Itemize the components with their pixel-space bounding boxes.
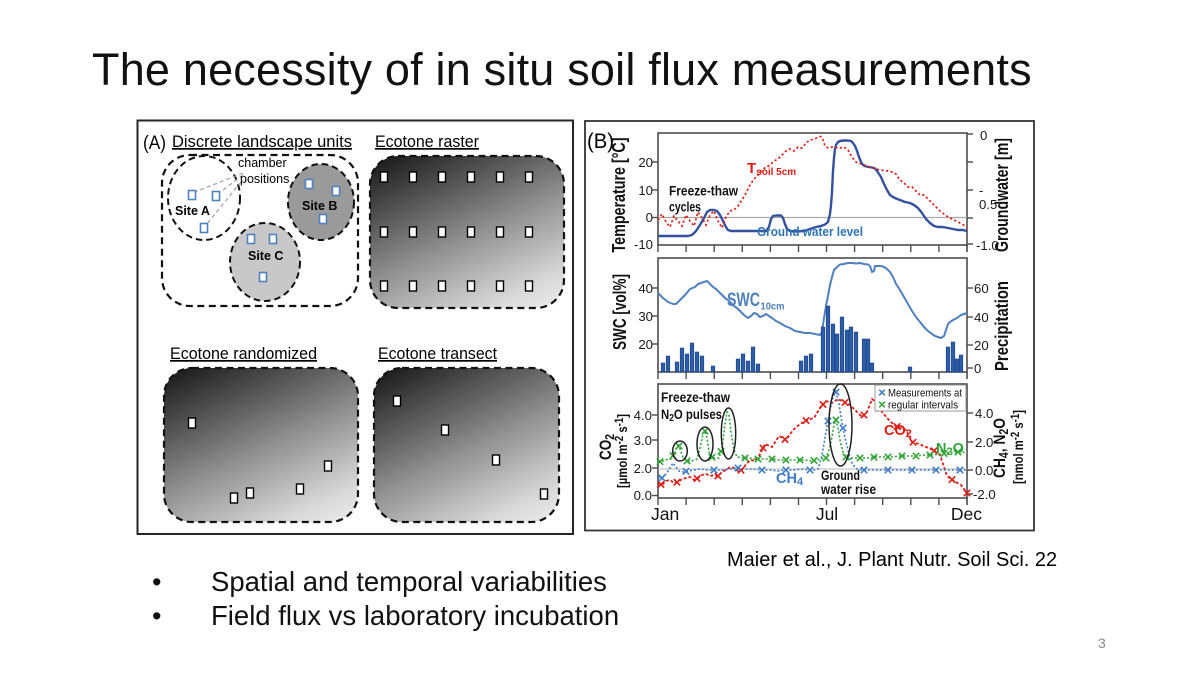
svg-text:20: 20 bbox=[638, 155, 653, 170]
svg-text:10cm: 10cm bbox=[761, 301, 785, 313]
svg-text:SWC [vol%]: SWC [vol%] bbox=[610, 274, 630, 350]
svg-text:2.0: 2.0 bbox=[634, 461, 652, 476]
svg-text:Site A: Site A bbox=[175, 204, 210, 218]
svg-text:-10: -10 bbox=[634, 237, 653, 252]
svg-text:0.0: 0.0 bbox=[634, 488, 652, 503]
svg-text:30: 30 bbox=[638, 309, 653, 324]
svg-text:2.0: 2.0 bbox=[975, 435, 993, 450]
svg-text:Ground water level: Ground water level bbox=[757, 224, 863, 239]
svg-text:20: 20 bbox=[638, 337, 653, 352]
svg-text:CO2: CO2 bbox=[884, 423, 912, 440]
svg-text:Jan: Jan bbox=[651, 504, 679, 524]
svg-text:-2.0: -2.0 bbox=[973, 487, 996, 502]
svg-text:3.0: 3.0 bbox=[634, 433, 652, 448]
svg-text:-: - bbox=[979, 183, 983, 198]
svg-text:positions: positions bbox=[240, 172, 289, 186]
svg-text:-1.0: -1.0 bbox=[976, 238, 999, 253]
svg-text:(B): (B) bbox=[587, 130, 614, 153]
svg-text:Site C: Site C bbox=[248, 249, 283, 263]
svg-text:Freeze-thaw: Freeze-thaw bbox=[661, 390, 730, 405]
svg-text:CO2: CO2 bbox=[596, 434, 617, 460]
svg-text:4.0: 4.0 bbox=[634, 408, 652, 423]
svg-text:Discrete landscape units: Discrete landscape units bbox=[172, 132, 352, 151]
svg-text:40: 40 bbox=[638, 281, 653, 296]
svg-text:0: 0 bbox=[646, 210, 653, 225]
svg-text:Dec: Dec bbox=[951, 504, 982, 524]
svg-text:chamber: chamber bbox=[238, 156, 287, 170]
svg-text:0.5: 0.5 bbox=[979, 197, 997, 212]
svg-text:N2O pulses: N2O pulses bbox=[661, 407, 722, 424]
svg-text:0.0: 0.0 bbox=[975, 463, 993, 478]
svg-text:Freeze-thaw: Freeze-thaw bbox=[669, 183, 738, 199]
svg-text:Site B: Site B bbox=[302, 199, 337, 213]
svg-text:Temperature [°C]: Temperature [°C] bbox=[609, 138, 629, 253]
svg-text:10: 10 bbox=[638, 183, 653, 198]
svg-text:CH4, N2O: CH4, N2O bbox=[990, 418, 1011, 478]
svg-text:60: 60 bbox=[974, 281, 989, 296]
svg-text:SWC: SWC bbox=[727, 290, 760, 311]
svg-text:(A): (A) bbox=[143, 132, 166, 154]
svg-text:Jul: Jul bbox=[816, 504, 838, 524]
svg-text:4.0: 4.0 bbox=[975, 406, 993, 421]
svg-text:20: 20 bbox=[974, 338, 989, 353]
svg-text:Precipitation: Precipitation bbox=[992, 281, 1012, 371]
svg-text:0: 0 bbox=[980, 128, 987, 143]
svg-text:water rise: water rise bbox=[820, 482, 876, 497]
svg-text:0: 0 bbox=[974, 361, 981, 376]
svg-text:Measurements at: Measurements at bbox=[888, 388, 962, 400]
svg-text:Ground: Ground bbox=[821, 468, 860, 483]
svg-text:cycles: cycles bbox=[669, 199, 701, 215]
svg-text:Ecotone randomized: Ecotone randomized bbox=[170, 344, 317, 363]
svg-text:N2O: N2O bbox=[936, 441, 964, 458]
svg-text:regular intervals: regular intervals bbox=[888, 400, 958, 412]
svg-text:Ecotone raster: Ecotone raster bbox=[375, 132, 479, 151]
svg-text:Ecotone transect: Ecotone transect bbox=[378, 344, 497, 363]
svg-text:[µmol m-2 s-1]: [µmol m-2 s-1] bbox=[612, 414, 630, 488]
svg-text:CH4: CH4 bbox=[776, 471, 804, 488]
svg-text:40: 40 bbox=[974, 310, 989, 325]
svg-text:Groundwater [m]: Groundwater [m] bbox=[992, 138, 1012, 252]
svg-text:[nmol m-2 s-1]: [nmol m-2 s-1] bbox=[1008, 410, 1026, 484]
